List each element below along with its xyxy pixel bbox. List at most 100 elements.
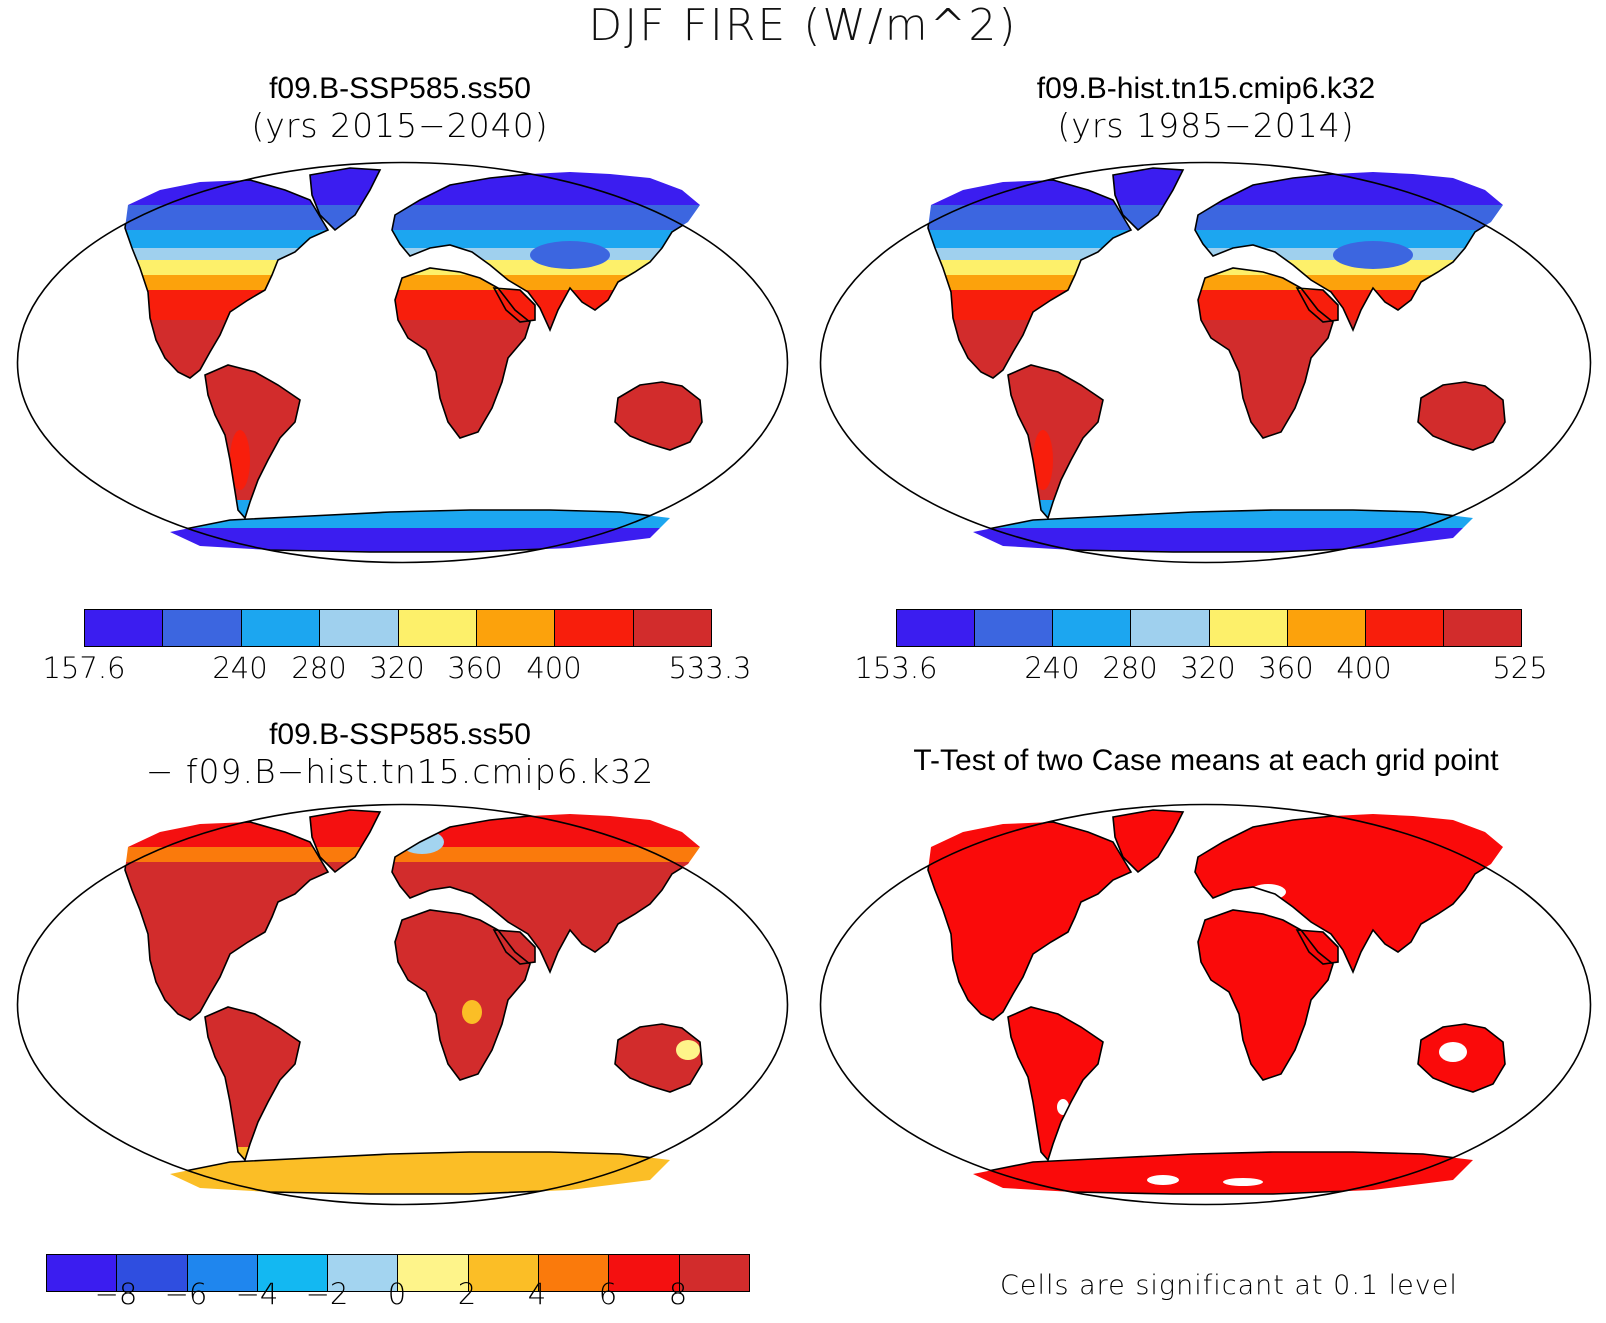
coastline-namerica: [927, 179, 1133, 379]
map-case1: [16, 161, 789, 564]
coastline-samerica: [1007, 364, 1104, 520]
contour-patch: [1333, 241, 1413, 269]
ttest-title: T-Test of two Case means at each grid po…: [913, 744, 1499, 777]
colorbar-segment: [468, 1255, 540, 1291]
cbar-label: 320: [369, 651, 425, 685]
coastline-namerica: [124, 179, 330, 379]
colorbar-segment: [241, 610, 321, 646]
coastline-africa: [394, 267, 531, 439]
map-ttest: [819, 803, 1592, 1206]
cbar-label: 525: [1492, 651, 1548, 685]
coastline-samerica: [204, 1006, 301, 1162]
colorbar-segment: [163, 610, 242, 646]
cbar-label: 4: [527, 1277, 547, 1311]
colorbar-segment: [1131, 610, 1210, 646]
colorbar-diff-labels: −8 −6 −4 −2 0 2 4 6 8: [46, 1277, 748, 1317]
coastline-australia: [614, 381, 703, 451]
contour-patch: [530, 241, 610, 269]
coastline-africa: [1197, 267, 1334, 439]
colorbar-segment: [398, 610, 477, 646]
colorbar-segment: [609, 1255, 680, 1291]
colorbar-segment: [1365, 610, 1444, 646]
significance-note: Cells are significant at 0.1 level: [1000, 1270, 1458, 1301]
cbar-label: 400: [1336, 651, 1392, 685]
cbar-label: 153.6: [854, 651, 938, 685]
coastline-greenland: [1112, 809, 1185, 874]
colorbar-segment: [398, 1255, 469, 1291]
nonsignificant-patch: [1147, 1175, 1179, 1185]
coastline-samerica: [204, 364, 301, 520]
cbar-label: −4: [235, 1277, 279, 1311]
colorbar-segment: [555, 610, 634, 646]
contour-patch: [230, 430, 250, 490]
colorbar-segment: [320, 610, 399, 646]
case2-years: (yrs 1985−2014): [1057, 106, 1355, 145]
case1-name: f09.B-SSP585.ss50: [269, 72, 531, 105]
map-difference: [16, 803, 789, 1206]
colorbar-segment: [1209, 610, 1288, 646]
contour-band: [125, 847, 702, 862]
cbar-label: −6: [164, 1277, 208, 1311]
coastline-arabia: [492, 929, 536, 965]
cbar-label: −8: [94, 1277, 138, 1311]
coastline-arabia: [1295, 929, 1339, 965]
colorbar-case2-labels: 153.6 240 280 320 360 400 525: [854, 651, 1547, 691]
colorbar-segment: [539, 1255, 610, 1291]
coastline-greenland: [1112, 167, 1185, 232]
contour-patch: [676, 1040, 700, 1060]
coastline-greenland: [309, 809, 382, 874]
cbar-label: 240: [1024, 651, 1080, 685]
colorbar-case1-labels: 157.6 240 280 320 360 400 533.3: [42, 651, 751, 691]
cbar-label: 360: [447, 651, 503, 685]
nonsignificant-patch: [1223, 1178, 1263, 1186]
coastline-africa: [394, 909, 531, 1081]
coastline-namerica: [927, 821, 1133, 1021]
colorbar-segment: [187, 1255, 258, 1291]
colorbar-case1: [84, 609, 712, 647]
cbar-label: 280: [291, 651, 347, 685]
cbar-label: 0: [387, 1277, 407, 1311]
coastline-greenland: [309, 167, 382, 232]
colorbar-segment: [47, 1255, 118, 1291]
globe-outline: [16, 161, 789, 564]
colorbar-segment: [975, 610, 1054, 646]
cbar-label: 2: [457, 1277, 477, 1311]
cbar-label: 360: [1258, 651, 1314, 685]
colorbar-segment: [1443, 610, 1521, 646]
colorbar-segment: [117, 1255, 188, 1291]
colorbar-segment: [257, 1255, 329, 1291]
colorbar-case2: [896, 609, 1522, 647]
cbar-label: −2: [305, 1277, 349, 1311]
cbar-label: 400: [526, 651, 582, 685]
nonsignificant-patch: [1439, 1042, 1467, 1062]
coastlines: [927, 809, 1506, 1195]
coastline-australia: [1417, 1023, 1506, 1093]
map-case2: [819, 161, 1592, 564]
colorbar-segment: [85, 610, 164, 646]
cbar-label: 320: [1180, 651, 1236, 685]
contour-patch: [1033, 430, 1053, 490]
figure-title: DJF FIRE (W/m^2): [588, 0, 1018, 51]
coastline-arabia: [1295, 287, 1339, 323]
contour-band: [928, 205, 1505, 230]
cbar-label: 240: [212, 651, 268, 685]
coastline-africa: [1197, 909, 1334, 1081]
diff-case2-name: − f09.B−hist.tn15.cmip6.k32: [145, 752, 655, 791]
colorbar-segment: [476, 610, 556, 646]
cbar-label: 6: [598, 1277, 618, 1311]
case2-name: f09.B-hist.tn15.cmip6.k32: [1036, 72, 1376, 105]
diff-case1-name: f09.B-SSP585.ss50: [269, 718, 531, 751]
cbar-label: 8: [668, 1277, 688, 1311]
panel-title-case1: f09.B-SSP585.ss50 (yrs 2015−2040): [10, 72, 790, 145]
cbar-label: 533.3: [668, 651, 752, 685]
colorbar-segment: [1287, 610, 1366, 646]
panel-title-case2: f09.B-hist.tn15.cmip6.k32 (yrs 1985−2014…: [816, 72, 1596, 145]
contour-band: [125, 205, 702, 230]
globe-outline: [819, 803, 1592, 1206]
globe-outline: [819, 161, 1592, 564]
case1-years: (yrs 2015−2040): [251, 106, 549, 145]
colorbar-segment: [1053, 610, 1132, 646]
colorbar-segment: [897, 610, 976, 646]
colorbar-segment: [679, 1255, 749, 1291]
coastline-samerica: [1007, 1006, 1104, 1162]
